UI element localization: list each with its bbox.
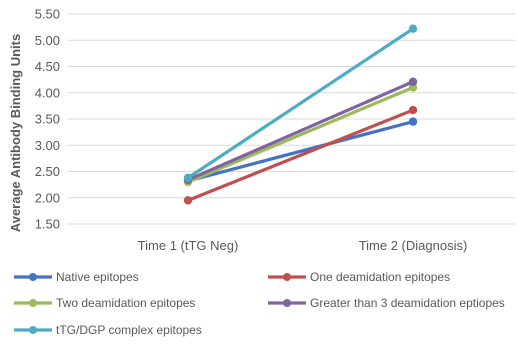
series-1	[183, 105, 418, 205]
legend-swatch-marker	[29, 273, 37, 281]
gridlines	[68, 13, 515, 225]
legend: Native epitopes One deamidation epitopes T…	[14, 270, 505, 337]
y-tick-label: 3.00	[35, 138, 60, 153]
series-4	[183, 24, 418, 182]
y-axis-label: Average Antibody Binding Units	[8, 34, 23, 232]
series-2	[183, 83, 418, 187]
legend-label: One deamidation epitopes	[310, 270, 450, 284]
y-tick-label: 4.50	[35, 59, 60, 74]
data-point	[408, 105, 418, 115]
legend-label: Native epitopes	[56, 270, 139, 284]
y-tick-label: 1.50	[35, 217, 60, 232]
legend-swatch-marker	[283, 273, 291, 281]
data-point	[183, 173, 193, 182]
legend-swatch-marker	[283, 299, 291, 307]
series-line	[187, 86, 414, 184]
legend-item: One deamidation epitopes	[268, 270, 450, 284]
x-category-label: Time 1 (tTG Neg)	[138, 238, 239, 253]
legend-item: Two deamidation epitopes	[14, 296, 195, 310]
y-tick-label: 5.00	[35, 33, 60, 48]
legend-item: Native epitopes	[14, 270, 139, 284]
series-lines	[183, 24, 418, 205]
y-tick-label: 3.50	[35, 112, 60, 127]
data-point	[183, 196, 193, 205]
legend-item: Greater than 3 deamidation eptiopes	[268, 296, 505, 310]
data-point	[408, 77, 418, 86]
series-line	[187, 120, 414, 183]
y-tick-label: 4.00	[35, 85, 60, 100]
legend-item: tTG/DGP complex epitopes	[14, 323, 202, 337]
series-0	[183, 117, 418, 186]
legend-swatch-marker	[29, 326, 37, 334]
legend-label: Two deamidation epitopes	[56, 296, 195, 310]
legend-swatch-marker	[29, 299, 37, 307]
data-point	[408, 24, 418, 33]
y-tick-label: 5.50	[35, 7, 60, 22]
x-category-label: Time 2 (Diagnosis)	[359, 238, 468, 253]
x-axis-categories: Time 1 (tTG Neg) Time 2 (Diagnosis)	[138, 238, 468, 253]
series-line	[187, 108, 414, 202]
legend-label: Greater than 3 deamidation eptiopes	[310, 296, 505, 310]
data-point	[408, 117, 418, 126]
y-tick-label: 2.00	[35, 190, 60, 205]
y-axis-ticks: 1.50 2.00 2.50 3.00 3.50 4.00 4.50 5.00 5.50	[35, 7, 60, 232]
y-tick-label: 2.50	[35, 164, 60, 179]
series-line	[187, 80, 414, 182]
legend-label: tTG/DGP complex epitopes	[56, 323, 202, 337]
data-point	[408, 83, 418, 92]
series-line	[187, 27, 414, 180]
